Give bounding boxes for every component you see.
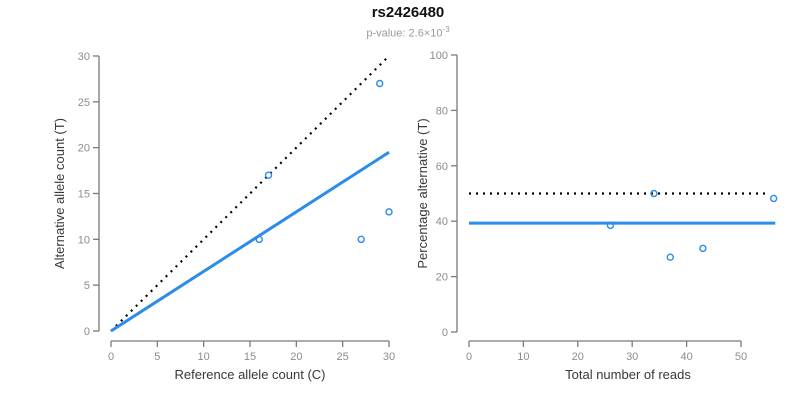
x-tick-label: 40	[680, 351, 692, 363]
y-tick-label: 25	[78, 97, 90, 109]
data-point	[376, 79, 384, 88]
data-point	[606, 221, 615, 230]
data-point	[357, 235, 365, 244]
y-tick-label: 15	[78, 189, 90, 201]
data-point	[769, 194, 778, 203]
y-axis-title: Alternative allele count (T)	[52, 118, 67, 269]
identity-line	[110, 55, 390, 332]
x-tick-label: 0	[466, 351, 472, 363]
scatter-reads-vs-percentage: 0 20 40 60 80 100 0 10 20 30 40 50 Percentage altern…	[415, 50, 778, 382]
x-tick-label: 20	[290, 351, 302, 363]
y-tick-label: 60	[436, 161, 448, 173]
data-point	[385, 208, 393, 216]
x-tick-label: 25	[337, 351, 349, 363]
x-tick-label: 30	[626, 351, 638, 363]
scatter-ref-vs-alt: 0 5 10 15 20 25 30 0 5 10 15 20 25 30 Alternative alle…	[52, 51, 395, 382]
y-tick-label: 5	[84, 280, 90, 292]
x-tick-label: 0	[108, 351, 114, 363]
y-tick-label: 20	[78, 143, 90, 155]
y-axis-title: Percentage alternative (T)	[415, 118, 430, 268]
y-tick-label: 0	[84, 326, 90, 338]
y-tick-label: 80	[436, 105, 448, 117]
y-tick-label: 40	[436, 216, 448, 228]
data-point	[264, 171, 273, 179]
y-tick-label: 10	[78, 234, 90, 246]
x-tick-label: 5	[154, 351, 160, 363]
x-axis-title: Reference allele count (C)	[174, 367, 325, 382]
data-point	[666, 253, 674, 261]
x-tick-label: 10	[517, 351, 529, 363]
data-point	[699, 244, 707, 253]
x-tick-label: 10	[198, 351, 210, 363]
x-tick-label: 50	[735, 351, 747, 363]
y-tick-label: 100	[430, 50, 448, 62]
x-tick-label: 30	[383, 351, 395, 363]
x-tick-label: 15	[244, 351, 256, 363]
y-tick-label: 30	[78, 51, 90, 63]
y-tick-label: 0	[442, 327, 448, 339]
fitted-ratio-line	[110, 150, 390, 333]
y-tick-label: 20	[436, 272, 448, 284]
data-point	[650, 189, 658, 198]
x-axis-title: Total number of reads	[565, 367, 691, 382]
x-tick-label: 20	[572, 351, 584, 363]
data-point	[255, 235, 263, 244]
